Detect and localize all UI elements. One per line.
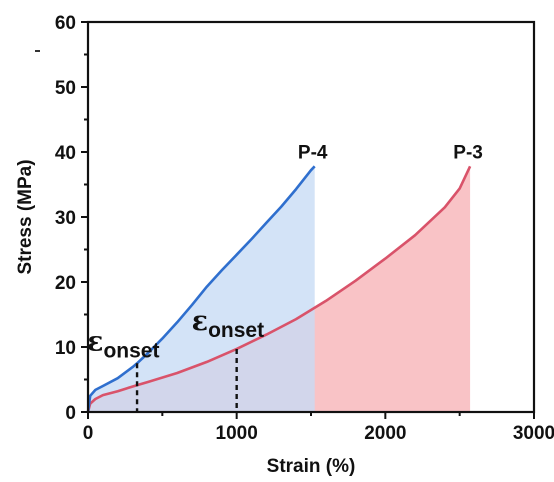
- series-label-p4: P-4: [298, 142, 328, 163]
- onset-annotation-p3: εonset: [192, 306, 264, 342]
- y-tick-label: 0: [65, 403, 76, 424]
- onset-symbol: ε: [192, 306, 208, 337]
- x-axis-label: Strain (%): [267, 456, 356, 477]
- fill-area-p-3: [88, 166, 471, 412]
- onset-annotation-p4: εonset: [87, 326, 159, 362]
- y-tick-label: 60: [55, 13, 76, 34]
- x-tick-label: 1000: [216, 423, 258, 444]
- series-label-p3: P-3: [453, 142, 483, 163]
- onset-markers: [135, 348, 238, 412]
- x-tick-label: 2000: [364, 423, 406, 444]
- y-axis-label: Stress (MPa): [15, 159, 36, 274]
- x-tick-label: 0: [83, 423, 94, 444]
- fill-area-p-4: [88, 166, 315, 412]
- x-axis-ticks: 0 1000 2000 3000: [83, 412, 554, 444]
- onset-subscript: onset: [103, 339, 159, 362]
- y-tick-label: 30: [55, 208, 76, 229]
- y-tick-label: 40: [55, 143, 76, 164]
- y-axis-ticks: 0 10 20 30 40 50 60: [55, 13, 88, 424]
- series-lines: [86, 165, 472, 413]
- y-tick-label: 20: [55, 273, 76, 294]
- x-tick-label: 3000: [513, 423, 554, 444]
- stray-mark: [35, 50, 40, 52]
- y-tick-label: 50: [55, 78, 76, 99]
- series-line-p-4: [86, 165, 316, 413]
- y-tick-label: 10: [55, 338, 76, 359]
- series-fill-areas: [88, 166, 471, 412]
- onset-subscript: onset: [208, 319, 264, 342]
- onset-symbol: ε: [87, 326, 103, 357]
- series-line-p-3: [86, 165, 472, 413]
